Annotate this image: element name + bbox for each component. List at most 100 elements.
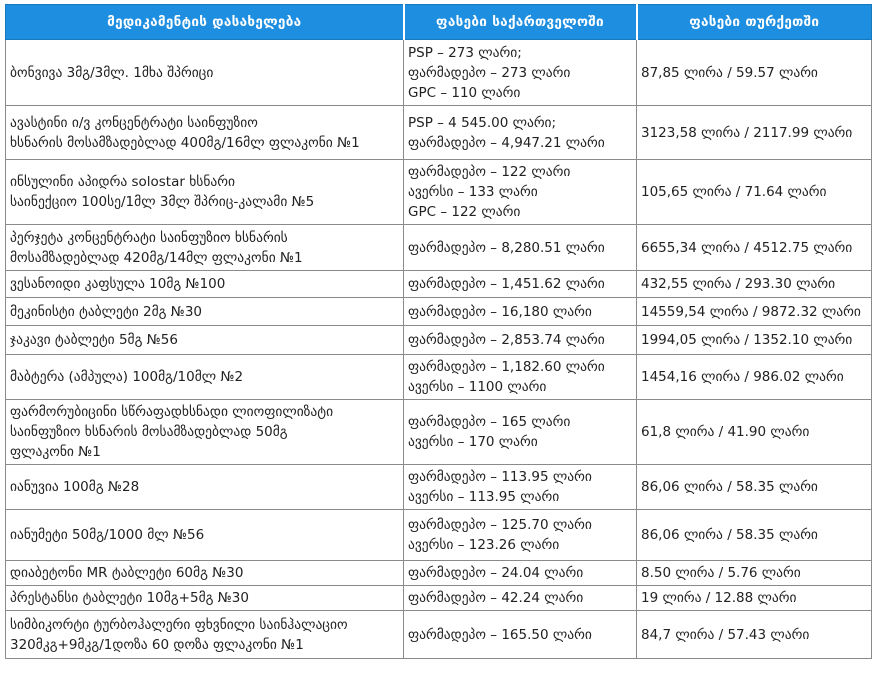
turkey-price-cell: 86,06 ლირა / 58.35 ლარი [636, 464, 872, 510]
medicine-name-line: ვესანოიდი კაფსულა 10მგ №100 [10, 276, 226, 292]
georgia-price-cell: ფარმადეპო – 1,182.60 ლარი ავერსი – 1100 ლ… [403, 354, 637, 400]
medicine-name-line: პრესტანსი ტაბლეტი 10მგ+5მგ №30 [10, 590, 249, 606]
medicine-name-line: იანუმეტი 50მგ/1000 მლ №56 [10, 527, 205, 543]
georgia-price-line: ფარმადეპო – 1,182.60 ლარი [408, 359, 605, 375]
turkey-price-cell: 432,55 ლირა / 293.30 ლარი [636, 270, 872, 298]
georgia-price-cell: ფარმადეპო – 122 ლარი ავერსი – 133 ლარი GPC… [403, 159, 637, 225]
medicine-name-cell: ჯაკავი ტაბლეტი 5მგ №56 [5, 325, 404, 355]
turkey-price-cell: 14559,54 ლირა / 9872.32 ლარი [636, 297, 872, 326]
georgia-price-cell: ფარმადეპო – 125.70 ლარი ავერსი – 123.26 ლ… [403, 509, 637, 561]
turkey-price-cell: 87,85 ლირა / 59.57 ლარი [636, 39, 872, 106]
table-row: მაბტერა (ამპულა) 100მგ/10მლ №2 ფარმადეპო … [5, 354, 872, 400]
medicine-name-line: დიაბეტონი MR ტაბლეტი 60მგ №30 [10, 565, 244, 581]
turkey-price-cell: 8.50 ლირა / 5.76 ლარი [636, 560, 872, 586]
table-row: მეკინისტი ტაბლეტი 2მგ №30 ფარმადეპო – 16,… [5, 297, 872, 326]
georgia-price-line: PSP – 4 545.00 ლარი; [408, 114, 557, 131]
table-row: ავასტინი ი/ვ კონცენტრატი საინფუზიო ხსნარი… [5, 105, 872, 160]
georgia-price-cell: ფარმადეპო – 165 ლარი ავერსი – 170 ლარი [403, 399, 637, 465]
medicine-name-line: ბონვივა 3მგ/3მლ. 1მხა შპრიცი [10, 64, 214, 81]
medicine-name-cell: პერჯეტა კონცენტრატი საინფუზიო ხსნარის მოს… [5, 224, 404, 271]
turkey-price-cell: 1994,05 ლირა / 1352.10 ლარი [636, 325, 872, 355]
header-prices-turkey: ფასები თურქეთში [636, 4, 872, 40]
header-prices-georgia: ფასები საქართველოში [403, 4, 638, 40]
turkey-price-cell: 86,06 ლირა / 58.35 ლარი [636, 509, 872, 561]
turkey-price-cell: 19 ლირა / 12.88 ლარი [636, 585, 872, 611]
table-row: ბონვივა 3მგ/3მლ. 1მხა შპრიცი PSP – 273 ლა… [5, 39, 872, 106]
turkey-price-cell: 6655,34 ლირა / 4512.75 ლარი [636, 224, 872, 271]
georgia-price-cell: ფარმადეპო – 16,180 ლარი [403, 297, 637, 326]
medicine-name-line: ჯაკავი ტაბლეტი 5მგ №56 [10, 332, 178, 348]
table-row: ინსულინი აპიდრა solostar ხსნარი საინექციო… [5, 159, 872, 225]
table-row: პერჯეტა კონცენტრატი საინფუზიო ხსნარის მოს… [5, 224, 872, 271]
table-row: დიაბეტონი MR ტაბლეტი 60მგ №30 ფარმადეპო –… [5, 560, 872, 586]
price-comparison-table-container: მედიკამენტის დასახელება ფასები საქართველ… [5, 4, 872, 659]
medicine-name-line: საინფუზიო ხსნარის მოსამზადებლად 50მგ [10, 424, 288, 440]
georgia-price-line: ფარმადეპო – 165 ლარი [408, 414, 571, 430]
georgia-price-line: ფარმადეპო – 165.50 ლარი [408, 626, 592, 643]
georgia-price-line: ფარმადეპო – 16,180 ლარი [408, 303, 592, 320]
georgia-price-line: ფარმადეპო – 42.24 ლარი [408, 590, 584, 606]
georgia-price-cell: PSP – 273 ლარი; ფარმადეპო – 273 ლარი GPC –… [403, 39, 637, 106]
georgia-price-line: GPC – 110 ლარი [408, 84, 521, 101]
georgia-price-cell: ფარმადეპო – 113.95 ლარი ავერსი – 113.95 ლ… [403, 464, 637, 510]
georgia-price-line: ფარმადეპო – 2,853.74 ლარი [408, 332, 605, 348]
georgia-price-cell: ფარმადეპო – 165.50 ლარი [403, 610, 637, 659]
medicine-name-line: ფარმორუბიცინი სწრაფადხსნადი ლიოფილიზატი [10, 404, 334, 420]
table-row: იანუვია 100მგ №28 ფარმადეპო – 113.95 ლარი… [5, 464, 872, 510]
georgia-price-line: ავერსი – 170 ლარი [408, 434, 538, 450]
georgia-price-cell: ფარმადეპო – 42.24 ლარი [403, 585, 637, 611]
medicine-name-cell: იანუვია 100მგ №28 [5, 464, 404, 510]
georgia-price-line: PSP – 273 ლარი; [408, 44, 522, 61]
table-body: ბონვივა 3მგ/3მლ. 1მხა შპრიცი PSP – 273 ლა… [5, 39, 872, 659]
georgia-price-line: ფარმადეპო – 24.04 ლარი [408, 565, 584, 581]
turkey-price-cell: 1454,16 ლირა / 986.02 ლარი [636, 354, 872, 400]
medicine-name-cell: მეკინისტი ტაბლეტი 2მგ №30 [5, 297, 404, 326]
table-row: იანუმეტი 50მგ/1000 მლ №56 ფარმადეპო – 125… [5, 509, 872, 561]
medicine-name-line: ფლაკონი №1 [10, 444, 101, 460]
medicine-name-line: ავასტინი ი/ვ კონცენტრატი საინფუზიო [10, 114, 258, 131]
medicine-name-cell: სიმბიკორტი ტურბოჰალერი ფხვნილი საინჰალაც… [5, 610, 404, 659]
turkey-price-cell: 61,8 ლირა / 41.90 ლარი [636, 399, 872, 465]
georgia-price-cell: ფარმადეპო – 2,853.74 ლარი [403, 325, 637, 355]
table-row: ჯაკავი ტაბლეტი 5მგ №56 ფარმადეპო – 2,853.… [5, 325, 872, 355]
medicine-name-cell: პრესტანსი ტაბლეტი 10მგ+5მგ №30 [5, 585, 404, 611]
medicine-name-line: საინექციო 100სე/1მლ 3მლ შპრიც-კალამი №5 [10, 194, 315, 210]
georgia-price-line: ფარმადეპო – 4,947.21 ლარი [408, 134, 605, 151]
georgia-price-line: ავერსი – 113.95 ლარი [408, 489, 560, 505]
medicine-name-cell: იანუმეტი 50მგ/1000 მლ №56 [5, 509, 404, 561]
table-row: ვესანოიდი კაფსულა 10მგ №100 ფარმადეპო – 1… [5, 270, 872, 298]
georgia-price-cell: ფარმადეპო – 24.04 ლარი [403, 560, 637, 586]
medicine-name-cell: მაბტერა (ამპულა) 100მგ/10მლ №2 [5, 354, 404, 400]
turkey-price-cell: 105,65 ლირა / 71.64 ლარი [636, 159, 872, 225]
medicine-name-cell: დიაბეტონი MR ტაბლეტი 60მგ №30 [5, 560, 404, 586]
medicine-name-line: ხსნარის მოსამზადებლად 400მგ/16მლ ფლაკონი… [10, 134, 360, 151]
medicine-name-line: ინსულინი აპიდრა solostar ხსნარი [10, 174, 235, 190]
medicine-name-cell: ბონვივა 3მგ/3მლ. 1მხა შპრიცი [5, 39, 404, 106]
georgia-price-line: ფარმადეპო – 113.95 ლარი [408, 469, 592, 485]
georgia-price-cell: ფარმადეპო – 8,280.51 ლარი [403, 224, 637, 271]
header-row: მედიკამენტის დასახელება ფასები საქართველ… [5, 4, 872, 40]
turkey-price-cell: 3123,58 ლირა / 2117.99 ლარი [636, 105, 872, 160]
table-row: პრესტანსი ტაბლეტი 10მგ+5მგ №30 ფარმადეპო … [5, 585, 872, 611]
medicine-name-line: მოსამზადებლად 420მგ/14მლ ფლაკონი №1 [10, 249, 303, 266]
medicine-name-line: სიმბიკორტი ტურბოჰალერი ფხვნილი საინჰალაც… [10, 616, 348, 633]
medicine-name-cell: ავასტინი ი/ვ კონცენტრატი საინფუზიო ხსნარი… [5, 105, 404, 160]
medicine-name-cell: ფარმორუბიცინი სწრაფადხსნადი ლიოფილიზატი ს… [5, 399, 404, 465]
georgia-price-line: ფარმადეპო – 273 ლარი [408, 64, 571, 81]
medicine-name-line: მაბტერა (ამპულა) 100მგ/10მლ №2 [10, 369, 244, 385]
georgia-price-line: ავერსი – 123.26 ლარი [408, 537, 560, 553]
georgia-price-line: GPC – 122 ლარი [408, 204, 521, 220]
medicine-name-line: პერჯეტა კონცენტრატი საინფუზიო ხსნარის [10, 229, 288, 246]
georgia-price-line: ფარმადეპო – 1,451.62 ლარი [408, 276, 605, 292]
georgia-price-line: ფარმადეპო – 122 ლარი [408, 164, 571, 180]
medicine-name-line: იანუვია 100მგ №28 [10, 479, 140, 495]
medicine-name-cell: ინსულინი აპიდრა solostar ხსნარი საინექციო… [5, 159, 404, 225]
medicine-name-line: მეკინისტი ტაბლეტი 2მგ №30 [10, 303, 202, 320]
price-comparison-table: მედიკამენტის დასახელება ფასები საქართველ… [5, 4, 872, 659]
georgia-price-line: ფარმადეპო – 125.70 ლარი [408, 517, 592, 533]
turkey-price-cell: 84,7 ლირა / 57.43 ლარი [636, 610, 872, 659]
medicine-name-line: 320მკგ+9მკგ/1დოზა 60 დოზა ფლაკონი №1 [10, 636, 304, 653]
georgia-price-cell: PSP – 4 545.00 ლარი; ფარმადეპო – 4,947.21… [403, 105, 637, 160]
georgia-price-line: ფარმადეპო – 8,280.51 ლარი [408, 239, 605, 256]
georgia-price-line: ავერსი – 1100 ლარი [408, 379, 547, 395]
